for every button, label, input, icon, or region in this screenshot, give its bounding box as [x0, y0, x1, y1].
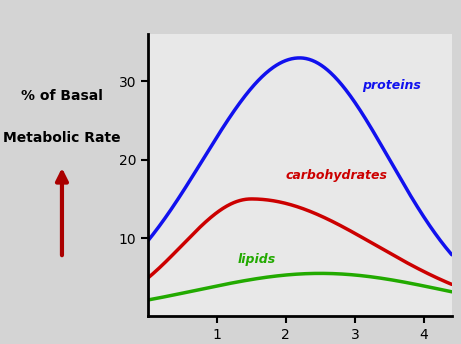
Text: lipids: lipids [237, 253, 276, 266]
Text: Metabolic Rate: Metabolic Rate [3, 131, 121, 144]
Text: % of Basal: % of Basal [21, 89, 103, 103]
Text: carbohydrates: carbohydrates [286, 169, 388, 182]
Text: proteins: proteins [362, 79, 421, 92]
